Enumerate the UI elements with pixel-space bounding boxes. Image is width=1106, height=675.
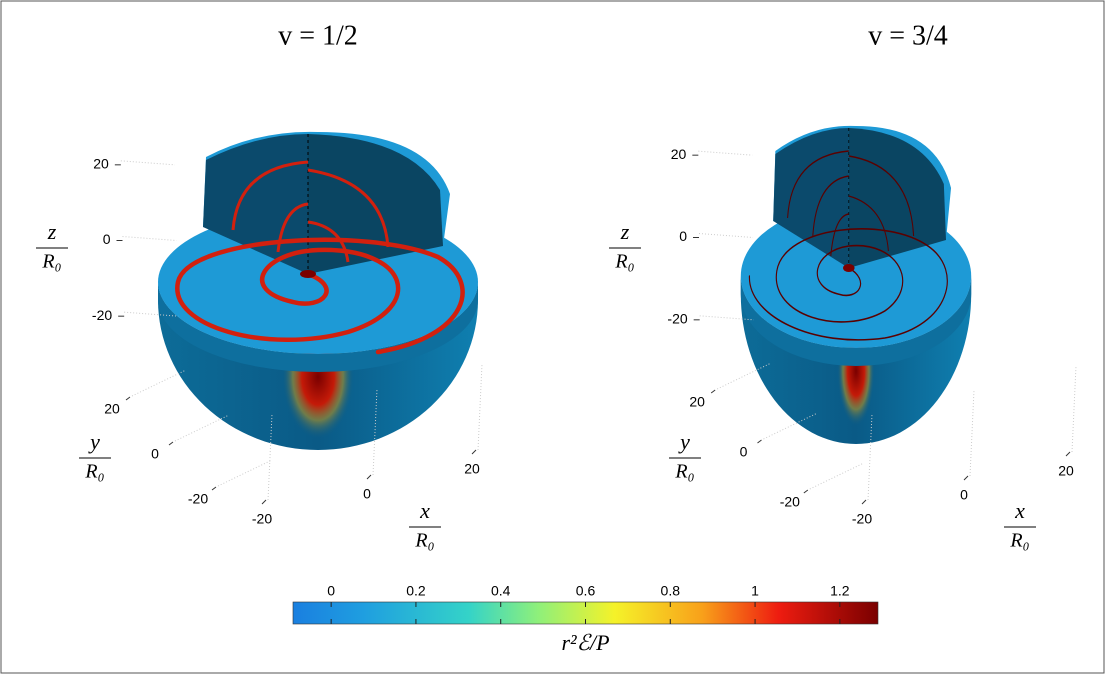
colorbar-tick-label: 0.8 — [661, 583, 681, 599]
y-tick-label: 20 — [104, 401, 120, 417]
y-tick-label: 0 — [740, 444, 748, 460]
grid-line — [698, 151, 752, 155]
tick-mark — [964, 476, 968, 480]
colorbar-tick-label: 0.2 — [406, 583, 426, 599]
axis-label-den: R₀ — [614, 251, 634, 273]
z-tick-label: -20 — [92, 307, 112, 323]
tick-mark — [758, 440, 762, 443]
x-tick-label: -20 — [252, 511, 272, 527]
grid-line — [121, 161, 175, 165]
colorbar-tick-label: 1.2 — [830, 583, 850, 599]
grid-line — [132, 370, 186, 396]
cut-sphere — [158, 132, 478, 450]
panel-title: v = 3/4 — [868, 20, 948, 51]
colorbar-tick-label: 0.4 — [491, 583, 511, 599]
colorbar-tick-label: 0 — [327, 583, 335, 599]
panel-title: v = 1/2 — [278, 20, 358, 51]
axis-label-num: y — [88, 429, 100, 454]
axis-label-num: z — [620, 219, 630, 244]
z-tick-label: 0 — [679, 228, 687, 244]
tick-mark — [212, 487, 216, 490]
z-tick-label: -20 — [667, 311, 687, 327]
colorbar-tick-label: 0.6 — [576, 583, 596, 599]
axis-label-num: x — [1014, 498, 1025, 523]
renderings — [158, 126, 971, 450]
axis-label-den: R₀ — [84, 461, 104, 483]
tick-mark — [169, 442, 173, 445]
grid-line — [699, 234, 753, 238]
axis-label-den: R₀ — [414, 530, 434, 552]
grid-line — [123, 237, 177, 241]
y-tick-label: -20 — [780, 494, 800, 510]
z-tick-label: 20 — [671, 146, 687, 162]
axis-label-num: y — [678, 429, 690, 454]
z-tick-label: 20 — [93, 156, 109, 172]
x-tick-label: -20 — [852, 511, 872, 527]
y-tick-label: 20 — [689, 394, 705, 410]
grid-line — [810, 463, 864, 489]
tick-mark — [126, 397, 130, 400]
tick-mark — [262, 500, 266, 504]
tick-mark — [804, 490, 808, 493]
axis-label-num: x — [419, 498, 430, 523]
x-tick-label: 20 — [464, 461, 480, 477]
axis-label-den: R₀ — [41, 251, 61, 273]
axis-label-den: R₀ — [674, 461, 694, 483]
grid-line — [478, 364, 482, 450]
axis-label-num: z — [47, 219, 57, 244]
y-tick-label: -20 — [188, 491, 208, 507]
grid-line — [1072, 366, 1076, 452]
tick-mark — [862, 500, 866, 504]
tick-mark — [711, 390, 715, 393]
grid-line — [218, 460, 272, 486]
colorbar-tick-label: 1 — [751, 583, 759, 599]
colorbar-label: r²ℰ/P — [561, 630, 609, 655]
y-tick-label: 0 — [151, 446, 159, 462]
x-tick-label: 0 — [960, 487, 968, 503]
x-tick-label: 20 — [1058, 463, 1074, 479]
cut-sphere — [741, 126, 971, 444]
z-tick-label: 0 — [103, 231, 111, 247]
axis-label-den: R₀ — [1009, 530, 1029, 552]
x-tick-label: 0 — [363, 486, 371, 502]
core — [843, 264, 855, 272]
core — [300, 270, 316, 278]
tick-mark — [472, 450, 476, 454]
grid-line — [970, 390, 974, 476]
tick-mark — [1066, 452, 1070, 456]
figure: v = 1/2-20020xR₀-20020yR₀-20020zR₀v = 3/… — [0, 0, 1106, 675]
tick-mark — [367, 475, 371, 479]
